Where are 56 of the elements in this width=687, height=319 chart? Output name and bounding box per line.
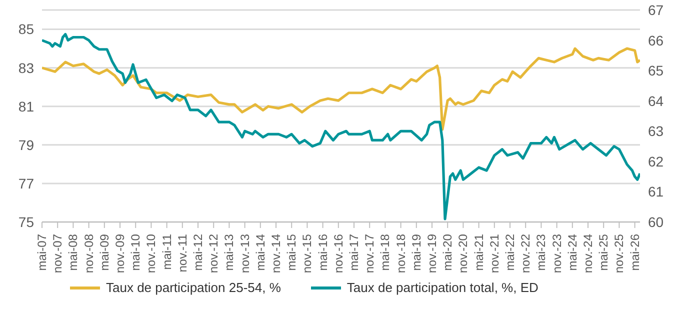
x-tick-label: mai-22	[503, 234, 517, 271]
y-tick-label: 85	[18, 21, 34, 38]
x-tick-label: mai-18	[378, 234, 392, 271]
x-tick-label: mai-23	[534, 234, 548, 271]
legend-label: Taux de participation total, %, ED	[346, 280, 538, 295]
x-tick-label: mai-21	[472, 234, 486, 271]
x-tick-label: nov.-24	[581, 234, 595, 274]
y2-tick-label: 61	[648, 184, 664, 200]
x-tick-label: mai-16	[316, 234, 330, 271]
x-tick-label: nov.-23	[550, 234, 564, 274]
y2-tick-label: 66	[648, 32, 664, 48]
x-tick-label: mai-09	[97, 234, 112, 271]
x-tick-label: mai-19	[409, 234, 424, 271]
x-tick-label: nov.-20	[456, 234, 470, 274]
x-tick-label: mai-15	[284, 234, 299, 271]
x-tick-label: nov.-22	[518, 234, 533, 274]
legend-label: Taux de participation 25-54, %	[106, 280, 281, 295]
x-tick-label: mai-13	[222, 234, 236, 271]
x-tick-label: nov.-16	[331, 234, 346, 274]
x-tick-label: nov.-21	[487, 234, 502, 274]
x-tick-label: mai-07	[35, 234, 49, 271]
x-tick-label: mai-20	[440, 234, 455, 271]
x-tick-label: nov.-07	[50, 234, 65, 274]
x-tick-label: nov.-11	[175, 234, 190, 272]
x-tick-label: mai-25	[596, 234, 611, 271]
x-tick-label: nov.-08	[82, 234, 96, 274]
x-tick-label: nov.-10	[144, 234, 158, 274]
y2-tick-label: 60	[648, 214, 664, 230]
y-tick-label: 83	[18, 60, 34, 76]
y-tick-label: 75	[18, 214, 34, 230]
x-tick-label: mai-12	[191, 234, 205, 271]
x-tick-label: mai-17	[347, 234, 361, 271]
y-tick-label: 81	[18, 98, 34, 114]
x-tick-label: nov.-12	[206, 234, 221, 274]
y-tick-label: 77	[18, 175, 34, 192]
x-tick-label: nov.-19	[425, 234, 439, 274]
y-tick-label: 79	[18, 136, 34, 153]
y2-tick-label: 64	[648, 92, 664, 109]
x-tick-label: nov.-25	[612, 234, 626, 274]
x-tick-label: nov.-14	[269, 234, 283, 274]
x-tick-label: mai-11	[160, 234, 174, 270]
x-tick-label: mai-14	[253, 234, 268, 271]
x-tick-label: mai-24	[565, 234, 580, 271]
y2-tick-label: 63	[648, 123, 664, 140]
x-tick-label: nov.-17	[362, 234, 377, 274]
x-tick-label: mai-10	[128, 234, 143, 271]
x-tick-label: nov.-18	[394, 234, 408, 274]
y2-tick-label: 65	[648, 62, 664, 79]
x-tick-label: mai-26	[628, 234, 642, 271]
x-tick-label: nov.-13	[238, 234, 252, 274]
line-series	[42, 47, 640, 131]
x-tick-label: nov.-09	[113, 234, 127, 274]
y2-tick-label: 67	[648, 2, 664, 18]
x-tick-label: mai-08	[66, 234, 80, 271]
y2-tick-label: 62	[648, 153, 664, 170]
x-tick-label: nov.-15	[300, 234, 314, 274]
